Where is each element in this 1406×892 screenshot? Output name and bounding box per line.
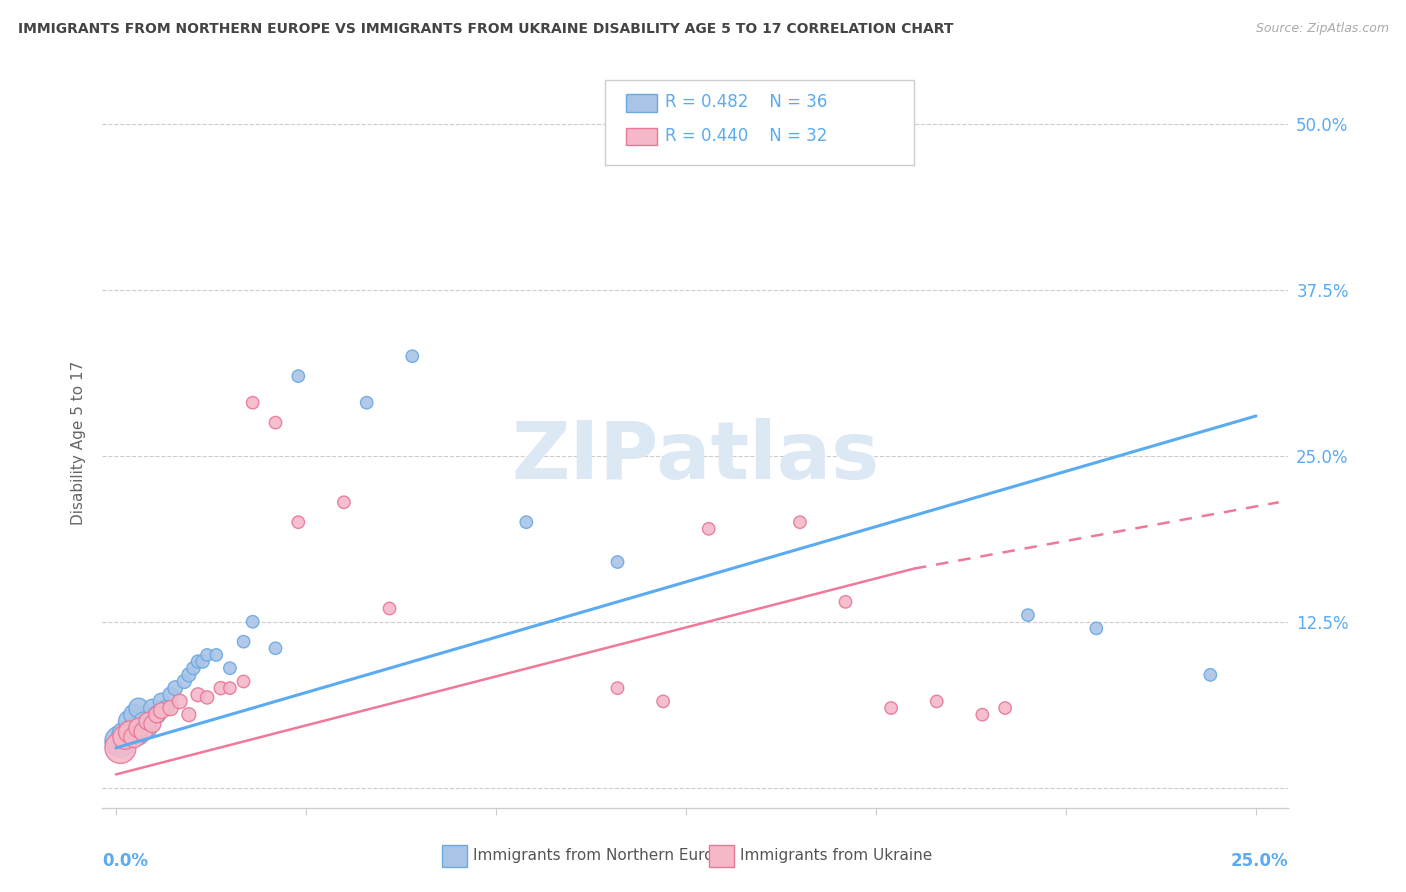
Point (128, 728, 150, 742)
Point (333, 495, 356, 509)
Point (159, 701, 181, 715)
Y-axis label: Disability Age 5 to 17: Disability Age 5 to 17 (72, 360, 86, 524)
Point (173, 674, 195, 689)
Point (118, 714, 141, 729)
Point (205, 648, 228, 662)
Point (232, 634, 254, 648)
Point (141, 701, 163, 715)
Point (122, 731, 145, 745)
Point (515, 515, 537, 529)
Point (191, 655, 214, 669)
Point (132, 714, 155, 729)
Point (880, 701, 903, 715)
Point (128, 701, 150, 715)
Point (110, 734, 132, 748)
Point (606, 555, 628, 569)
Point (401, 349, 423, 363)
Point (128, 721, 150, 735)
Point (652, 694, 675, 708)
Point (606, 681, 628, 695)
Point (146, 707, 169, 722)
Point (187, 655, 209, 669)
Point (1017, 608, 1039, 623)
Text: R = 0.482    N = 36: R = 0.482 N = 36 (665, 93, 827, 111)
Point (169, 694, 191, 708)
Point (150, 704, 173, 718)
Point (165, 681, 187, 695)
Point (177, 668, 200, 682)
Text: 0.0%: 0.0% (103, 852, 148, 870)
Point (1199, 668, 1222, 682)
Point (195, 648, 218, 662)
Point (287, 515, 309, 529)
Point (187, 688, 209, 702)
Point (141, 717, 163, 731)
Point (1085, 621, 1108, 635)
Point (159, 688, 181, 702)
Point (264, 641, 287, 656)
Text: 25.0%: 25.0% (1230, 852, 1288, 870)
Point (697, 522, 720, 536)
Point (110, 740, 132, 755)
Point (146, 707, 169, 722)
Point (811, 117, 834, 131)
Point (356, 395, 378, 409)
Point (122, 721, 145, 735)
Point (242, 615, 264, 629)
Point (242, 395, 264, 409)
Point (150, 694, 173, 708)
Point (118, 725, 141, 739)
Point (114, 731, 136, 745)
Point (287, 369, 309, 384)
Point (122, 707, 145, 722)
Point (219, 661, 242, 675)
Text: Immigrants from Northern Europe: Immigrants from Northern Europe (472, 848, 733, 863)
Point (925, 694, 948, 708)
Point (994, 701, 1017, 715)
Point (183, 661, 205, 675)
Text: R = 0.440    N = 32: R = 0.440 N = 32 (665, 127, 827, 145)
Point (136, 721, 159, 735)
Point (177, 707, 200, 722)
Point (136, 714, 159, 729)
Text: Immigrants from Ukraine: Immigrants from Ukraine (740, 848, 932, 863)
Point (232, 674, 254, 689)
Text: Source: ZipAtlas.com: Source: ZipAtlas.com (1256, 22, 1389, 36)
Point (834, 595, 856, 609)
Point (132, 725, 155, 739)
Point (118, 728, 141, 742)
Point (378, 601, 401, 615)
Point (219, 681, 242, 695)
Point (972, 707, 994, 722)
Point (155, 701, 177, 715)
Text: IMMIGRANTS FROM NORTHERN EUROPE VS IMMIGRANTS FROM UKRAINE DISABILITY AGE 5 TO 1: IMMIGRANTS FROM NORTHERN EUROPE VS IMMIG… (18, 22, 953, 37)
Text: ZIPatlas: ZIPatlas (510, 418, 879, 496)
Point (114, 728, 136, 742)
Point (789, 515, 811, 529)
Point (195, 690, 218, 705)
Point (209, 681, 232, 695)
Point (264, 416, 287, 430)
